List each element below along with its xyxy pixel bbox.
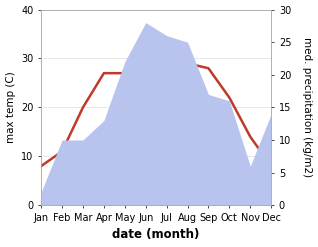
- Y-axis label: max temp (C): max temp (C): [5, 72, 16, 143]
- Y-axis label: med. precipitation (kg/m2): med. precipitation (kg/m2): [302, 37, 313, 177]
- X-axis label: date (month): date (month): [113, 228, 200, 242]
